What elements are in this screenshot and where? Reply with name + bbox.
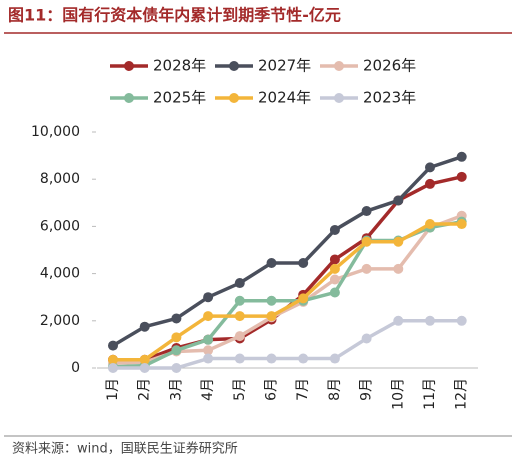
point [203,345,214,356]
y-tick-label: 6,000 [40,218,80,234]
point [234,311,245,322]
x-tick-label: 7月 [295,378,311,401]
point [203,353,214,364]
y-tick-label: 10,000 [31,124,80,140]
legend-swatch [124,93,134,103]
point [329,254,340,265]
series-line [113,222,462,362]
point [266,257,277,268]
point [171,363,182,373]
legend-label: 2023年 [363,89,416,107]
point [108,340,118,351]
point [329,274,340,285]
point [203,311,214,322]
point [361,333,372,344]
point [393,236,404,247]
point [298,257,309,268]
x-tick-label: 10月 [390,378,406,410]
point [393,263,404,274]
point [393,195,404,206]
legend-swatch [334,61,344,71]
point [298,353,309,364]
x-tick-label: 12月 [454,378,470,410]
legend-swatch [334,93,344,103]
point [266,295,277,306]
point [329,287,340,298]
point [456,315,467,326]
source: 资料来源：wind，国联民生证券研究所 [12,441,238,457]
point [234,353,245,364]
series-line [113,175,463,362]
legend-label: 2027年 [258,57,311,75]
point [139,321,150,332]
point [171,332,182,343]
point [393,315,404,326]
point [456,171,467,182]
point [361,206,372,217]
legend-swatch [229,61,239,71]
point [329,353,340,364]
point [171,313,182,324]
x-tick-label: 8月 [327,378,343,401]
x-tick-label: 1月 [105,378,121,401]
point [234,295,245,306]
point [139,363,150,373]
point [425,162,435,173]
point [266,353,277,364]
point [361,263,372,274]
point [425,315,435,326]
legend-label: 2026年 [363,57,416,75]
point [456,151,467,162]
y-tick-label: 4,000 [40,266,80,282]
legend-swatch [124,61,134,71]
legend-label: 2025年 [153,89,206,107]
x-tick-label: 5月 [232,378,248,401]
point [425,178,435,189]
point [456,219,467,230]
point [203,292,214,303]
point [171,345,182,356]
point [361,236,372,247]
y-tick-label: 8,000 [40,171,80,187]
legend-label: 2028年 [153,57,206,75]
point [234,278,245,289]
series-line [112,155,463,348]
point [139,354,150,365]
point [108,363,118,373]
point [234,331,245,342]
x-tick-label: 6月 [264,378,280,401]
point [425,219,435,230]
y-tick-label: 2,000 [40,313,80,329]
series-line [113,319,462,370]
point [108,354,118,365]
point [266,311,277,322]
point [329,224,340,235]
x-tick-label: 11月 [422,378,438,410]
point [203,334,214,345]
legend-swatch [229,93,239,103]
y-tick-label: 0 [71,360,80,376]
x-tick-label: 4月 [200,378,216,401]
x-tick-label: 3月 [168,378,184,401]
x-tick-label: 2月 [137,378,153,401]
point [329,263,340,274]
legend-label: 2024年 [258,89,311,107]
chart-title: 图11：国有行资本债年内累计到期季节性-亿元 [8,6,341,25]
point [298,293,309,304]
x-tick-label: 9月 [359,378,375,401]
